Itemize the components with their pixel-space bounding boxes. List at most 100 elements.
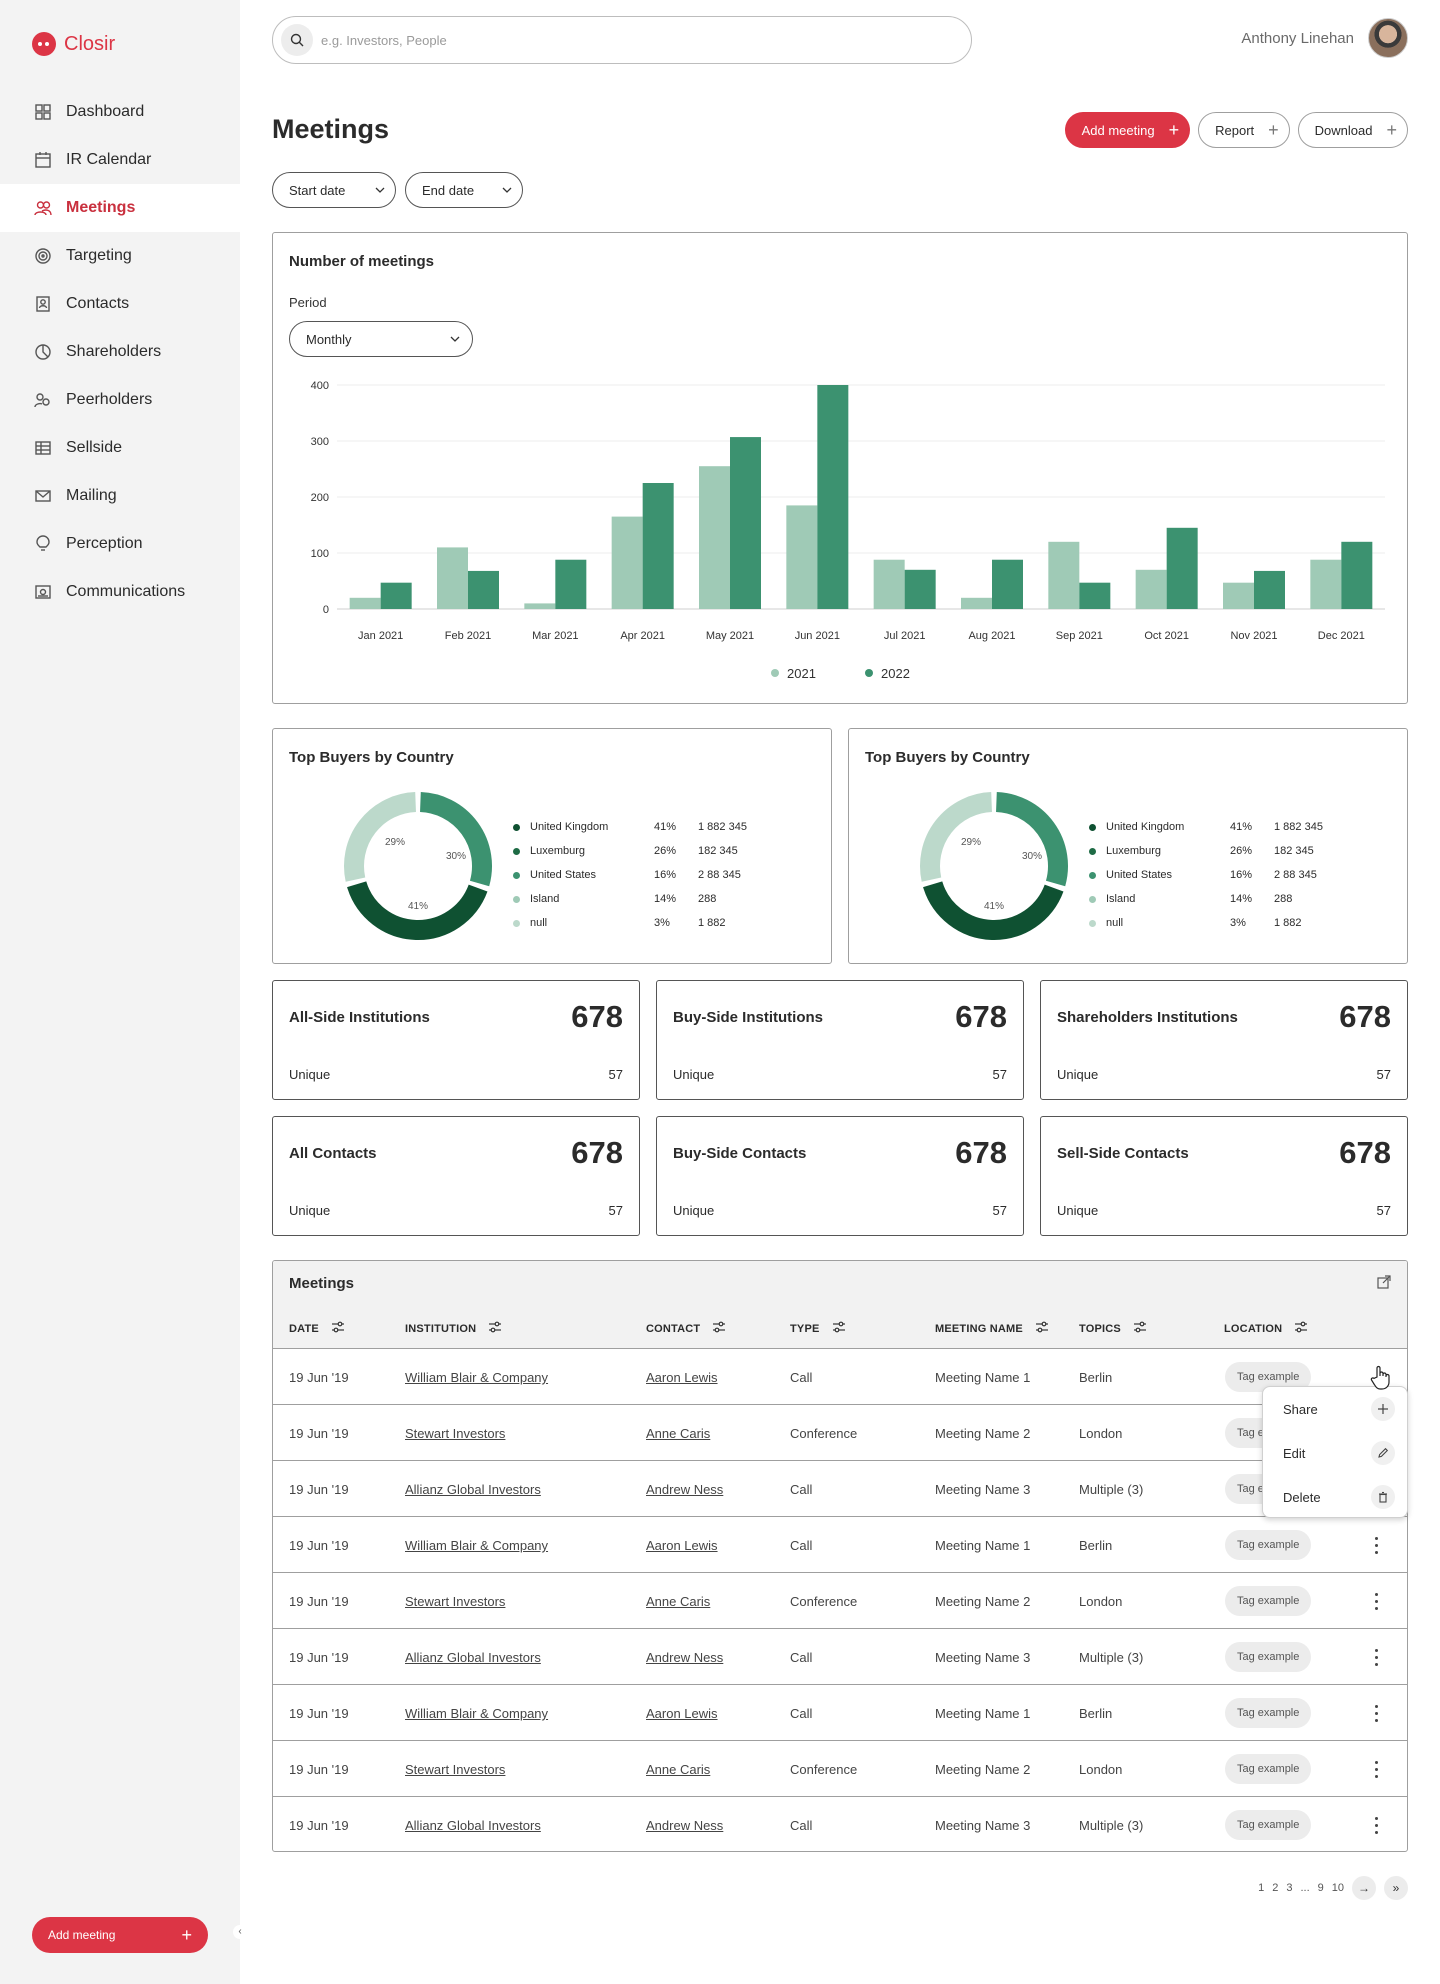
cell-institution[interactable]: Allianz Global Investors	[405, 1482, 541, 1497]
collapse-sidebar-icon[interactable]: ‹	[233, 1925, 247, 1939]
table-row[interactable]: 19 Jun '19 William Blair & Company Aaron L…	[273, 1349, 1407, 1405]
menu-item-edit[interactable]: Edit	[1263, 1431, 1407, 1475]
cell-contact[interactable]: Anne Caris	[646, 1762, 711, 1777]
stat-card: All Contacts 678 Unique 57	[272, 1116, 640, 1236]
end-date-select[interactable]: End date	[405, 172, 523, 208]
sidebar-item-contacts[interactable]: Contacts	[0, 280, 240, 328]
cell-date: 19 Jun '19	[289, 1594, 349, 1609]
search-icon[interactable]	[281, 24, 313, 56]
start-date-select[interactable]: Start date	[272, 172, 396, 208]
more-options-icon[interactable]	[1375, 1591, 1379, 1610]
sidebar-add-meeting-button[interactable]: Add meeting +	[32, 1917, 208, 1953]
cell-topic: Berlin	[1079, 1370, 1113, 1385]
legend-dot	[513, 823, 520, 831]
external-link-icon[interactable]	[1377, 1275, 1391, 1289]
more-options-icon[interactable]	[1375, 1647, 1379, 1666]
filter-sliders-icon[interactable]	[832, 1321, 846, 1336]
table-row[interactable]: 19 Jun '19 William Blair & Company Aaron L…	[273, 1517, 1407, 1573]
donut-segment	[920, 792, 993, 882]
app-logo[interactable]: Closir	[32, 32, 115, 56]
cell-institution[interactable]: Stewart Investors	[405, 1762, 506, 1777]
cell-contact[interactable]: Aaron Lewis	[646, 1538, 718, 1553]
table-row[interactable]: 19 Jun '19 Stewart Investors Anne Caris Con…	[273, 1741, 1407, 1797]
sidebar-item-ir-calendar[interactable]: IR Calendar	[0, 136, 240, 184]
page-link[interactable]: 1	[1258, 1882, 1265, 1894]
page-link[interactable]: 9	[1317, 1882, 1324, 1894]
cell-institution[interactable]: Stewart Investors	[405, 1426, 506, 1441]
column-header-meeting-name[interactable]: MEETING NAME	[935, 1321, 1049, 1336]
sidebar-item-label: IR Calendar	[66, 151, 152, 168]
column-header-date[interactable]: DATE	[289, 1321, 345, 1336]
filter-sliders-icon[interactable]	[331, 1321, 345, 1336]
more-options-icon[interactable]	[1375, 1815, 1379, 1834]
cell-institution[interactable]: William Blair & Company	[405, 1538, 549, 1553]
table-row[interactable]: 19 Jun '19 William Blair & Company Aaron L…	[273, 1685, 1407, 1741]
cell-institution[interactable]: Stewart Investors	[405, 1594, 506, 1609]
period-select[interactable]: Monthly	[289, 321, 473, 357]
table-row[interactable]: 19 Jun '19 Stewart Investors Anne Caris Con…	[273, 1405, 1407, 1461]
user-menu[interactable]: Anthony Linehan	[1241, 18, 1408, 58]
search-input[interactable]	[321, 32, 921, 48]
cell-contact[interactable]: Andrew Ness	[646, 1818, 724, 1833]
x-tick-label: May 2021	[706, 630, 754, 642]
cell-institution[interactable]: Allianz Global Investors	[405, 1650, 541, 1665]
avatar[interactable]	[1368, 18, 1408, 58]
table-row[interactable]: 19 Jun '19 Stewart Investors Anne Caris Con…	[273, 1573, 1407, 1629]
last-page-icon[interactable]: »	[1384, 1876, 1408, 1900]
column-header-contact[interactable]: CONTACT	[646, 1321, 726, 1336]
column-header-location[interactable]: LOCATION	[1224, 1321, 1308, 1336]
column-header-topics[interactable]: TOPICS	[1079, 1321, 1147, 1336]
sidebar-item-shareholders[interactable]: Shareholders	[0, 328, 240, 376]
sidebar-item-sellside[interactable]: Sellside	[0, 424, 240, 472]
page-link[interactable]: 3	[1286, 1882, 1293, 1894]
sidebar-item-meetings[interactable]: Meetings	[0, 184, 240, 232]
table-row[interactable]: 19 Jun '19 Allianz Global Investors Andrew…	[273, 1461, 1407, 1517]
table-row[interactable]: 19 Jun '19 Allianz Global Investors Andrew…	[273, 1629, 1407, 1685]
more-options-icon[interactable]	[1375, 1535, 1379, 1554]
cell-institution[interactable]: Allianz Global Investors	[405, 1818, 541, 1833]
menu-item-share[interactable]: Share	[1263, 1387, 1407, 1431]
cell-contact[interactable]: Aaron Lewis	[646, 1706, 718, 1721]
sidebar-item-perception[interactable]: Perception	[0, 520, 240, 568]
sidebar-item-dashboard[interactable]: Dashboard	[0, 88, 240, 136]
page-link[interactable]: 10	[1331, 1882, 1344, 1894]
cell-contact[interactable]: Anne Caris	[646, 1594, 711, 1609]
sidebar-item-communications[interactable]: Communications	[0, 568, 240, 616]
cell-type: Conference	[790, 1426, 858, 1441]
report-button[interactable]: Report +	[1198, 112, 1290, 148]
bar-2022-jul-2021	[904, 569, 936, 609]
add-meeting-button[interactable]: Add meeting +	[1064, 112, 1191, 148]
column-header-type[interactable]: TYPE	[790, 1321, 846, 1336]
cell-contact[interactable]: Andrew Ness	[646, 1482, 724, 1497]
sidebar-item-peerholders[interactable]: Peerholders	[0, 376, 240, 424]
stat-unique-label: Unique	[673, 1203, 715, 1218]
cell-meeting: Meeting Name 2	[935, 1594, 1031, 1609]
more-options-icon[interactable]	[1375, 1703, 1379, 1722]
cell-institution[interactable]: William Blair & Company	[405, 1706, 549, 1721]
column-header-institution[interactable]: INSTITUTION	[405, 1321, 502, 1336]
filter-sliders-icon[interactable]	[1294, 1321, 1308, 1336]
plus-icon: +	[181, 1924, 192, 1945]
menu-item-delete[interactable]: Delete	[1263, 1475, 1407, 1519]
cell-institution[interactable]: William Blair & Company	[405, 1370, 549, 1385]
filter-sliders-icon[interactable]	[1035, 1321, 1049, 1336]
cell-contact[interactable]: Anne Caris	[646, 1426, 711, 1441]
page-title: Meetings	[272, 114, 390, 144]
legend-country: United Kingdom	[530, 821, 609, 833]
page-link[interactable]: 2	[1272, 1882, 1279, 1894]
filter-sliders-icon[interactable]	[1133, 1321, 1147, 1336]
sidebar-item-mailing[interactable]: Mailing	[0, 472, 240, 520]
filter-sliders-icon[interactable]	[712, 1321, 726, 1336]
sidebar-item-targeting[interactable]: Targeting	[0, 232, 240, 280]
pie-icon	[34, 343, 52, 361]
bar-2022-jun-2021	[817, 385, 849, 609]
legend-percent: 26%	[1230, 845, 1253, 857]
download-button[interactable]: Download +	[1297, 112, 1408, 148]
table-row[interactable]: 19 Jun '19 Allianz Global Investors Andrew…	[273, 1797, 1407, 1851]
cell-contact[interactable]: Aaron Lewis	[646, 1370, 718, 1385]
top-buyers-donut: 41% 30% 29%	[920, 792, 1068, 940]
filter-sliders-icon[interactable]	[488, 1321, 502, 1336]
more-options-icon[interactable]	[1375, 1759, 1379, 1778]
cell-contact[interactable]: Andrew Ness	[646, 1650, 724, 1665]
next-page-icon[interactable]: →	[1352, 1876, 1376, 1900]
